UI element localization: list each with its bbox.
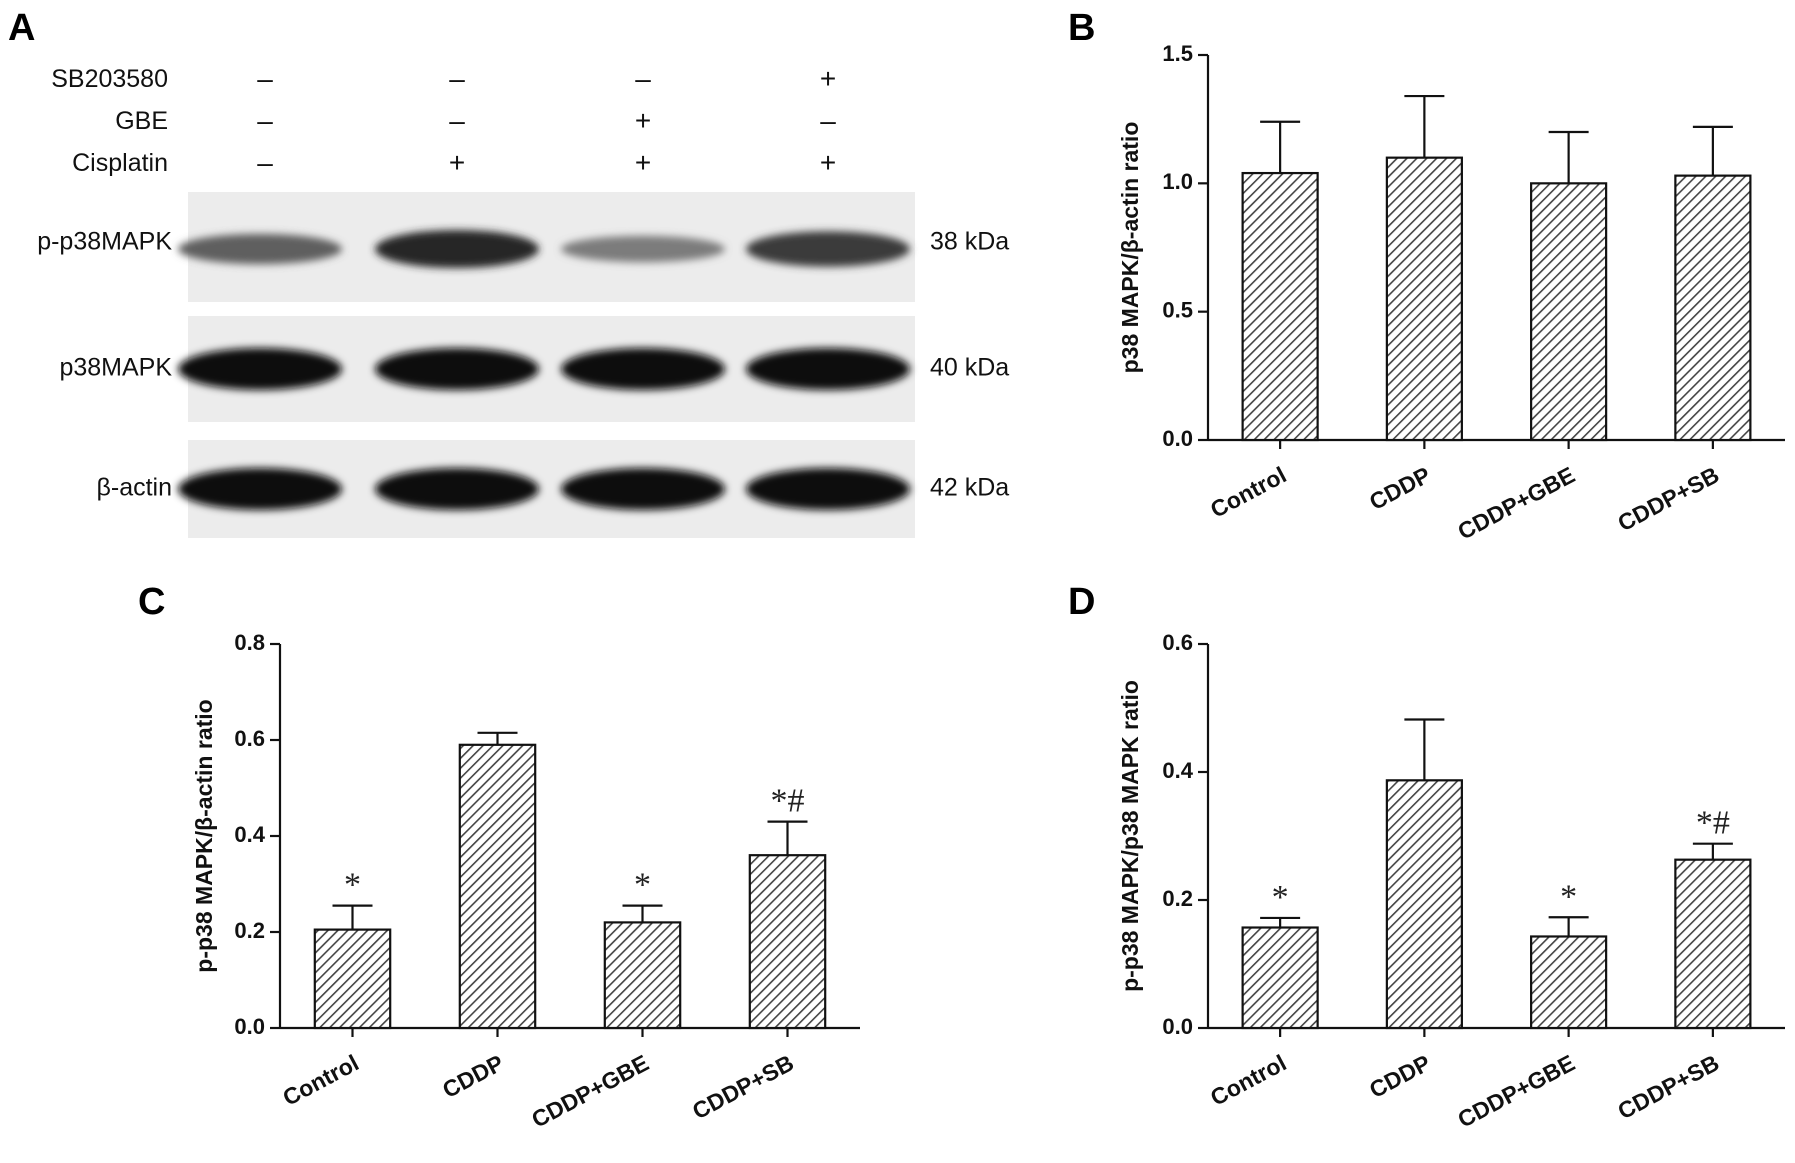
x-tick-label: Control [278, 1049, 362, 1110]
blot-band [746, 231, 910, 267]
bar [1530, 935, 1608, 1030]
x-tick-label: CDDP+GBE [527, 1049, 653, 1132]
y-tick-label: 0.2 [234, 918, 265, 943]
blot-band [178, 233, 342, 265]
x-tick-label: CDDP+SB [1613, 1049, 1723, 1124]
y-tick-label: 0.5 [1162, 297, 1193, 322]
blot-band [375, 229, 539, 269]
blot-strips: p-p38MAPK 38 kDa p38MAPK 40 kDa β-actin 42 kD… [37, 192, 1009, 538]
y-tick-label: 0.6 [234, 726, 265, 751]
condition-sign: – [449, 105, 465, 136]
y-tick-label: 0.2 [1162, 886, 1193, 911]
band-label: β-actin [96, 474, 172, 502]
y-tick-label: 1.5 [1162, 41, 1193, 66]
chart-c: C 0.0 0.2 0.4 0.6 0.8 p-p38 MAPK/β-actin ratio… [138, 581, 860, 1133]
condition-sign: – [820, 105, 836, 136]
x-tick-label: CDDP [438, 1049, 508, 1103]
condition-sign: + [635, 147, 651, 178]
chart-b: B 0.0 0.5 1.0 1.5 p38 MAPK/β-actin ratio Contr… [1068, 7, 1785, 545]
significance-marker: *# [771, 783, 805, 820]
y-axis-label: p-p38 MAPK/p38 MAPK ratio [1117, 680, 1143, 992]
x-tick-label: Control [1206, 461, 1290, 522]
y-tick-label: 0.0 [234, 1014, 265, 1039]
condition-sign: – [635, 63, 651, 94]
blot-band [375, 348, 539, 390]
y-tick-label: 0.6 [1162, 630, 1193, 655]
bar [1385, 156, 1463, 442]
molecular-weight-label: 42 kDa [930, 474, 1009, 502]
condition-sign: – [449, 63, 465, 94]
bar [1241, 926, 1319, 1030]
bar [458, 743, 537, 1030]
blot-band [178, 348, 342, 390]
blot-band [746, 348, 910, 390]
x-tick-label: CDDP+SB [1613, 461, 1723, 536]
bar [1241, 171, 1319, 442]
condition-label: SB203580 [51, 65, 168, 93]
blot-band [375, 468, 539, 510]
bar [748, 854, 827, 1030]
condition-sign: + [820, 63, 836, 94]
panel-letter: D [1068, 581, 1095, 623]
panel-letter: B [1068, 7, 1095, 49]
y-tick-label: 0.4 [234, 822, 265, 847]
blot-band [746, 468, 910, 510]
bar [1674, 174, 1752, 442]
condition-label: GBE [115, 107, 168, 135]
blot-band [178, 468, 342, 510]
blot-strip: p-p38MAPK 38 kDa [37, 192, 1009, 302]
y-tick-label: 0.0 [1162, 1014, 1193, 1039]
x-tick-label: CDDP+GBE [1453, 461, 1579, 544]
panel-letter: C [138, 581, 165, 623]
band-label: p38MAPK [59, 354, 172, 382]
y-tick-label: 0.8 [234, 630, 265, 655]
condition-sign: + [820, 147, 836, 178]
y-tick-label: 0.4 [1162, 758, 1193, 783]
y-tick-label: 0.0 [1162, 426, 1193, 451]
bar [1674, 858, 1752, 1030]
significance-marker: * [1272, 879, 1289, 916]
condition-sign: – [257, 105, 273, 136]
bar [603, 921, 682, 1030]
x-tick-label: CDDP+SB [688, 1049, 798, 1124]
x-tick-label: CDDP [1365, 1049, 1435, 1103]
blot-band [561, 348, 725, 390]
x-tick-label: CDDP [1365, 461, 1435, 515]
blot-band [561, 235, 725, 263]
significance-marker: * [1560, 878, 1577, 915]
band-label: p-p38MAPK [37, 228, 172, 256]
y-axis-label: p38 MAPK/β-actin ratio [1117, 122, 1143, 374]
blot-band [561, 468, 725, 510]
bar [1385, 779, 1463, 1030]
y-tick-label: 1.0 [1162, 169, 1193, 194]
significance-marker: *# [1696, 805, 1730, 842]
condition-sign: + [635, 105, 651, 136]
condition-sign: – [257, 63, 273, 94]
blot-strip: p38MAPK 40 kDa [59, 316, 1009, 422]
significance-marker: * [344, 867, 361, 904]
condition-label: Cisplatin [72, 149, 168, 177]
y-axis-label: p-p38 MAPK/β-actin ratio [191, 699, 217, 972]
blot-strip: β-actin 42 kDa [96, 440, 1009, 538]
panel-a-western-blot: A SB203580 – – – + GBE – – + – Cisplatin – + + + p-p38… [8, 7, 1009, 538]
bar [313, 928, 392, 1030]
condition-sign: + [449, 147, 465, 178]
molecular-weight-label: 38 kDa [930, 228, 1009, 256]
treatment-conditions: SB203580 – – – + GBE – – + – Cisplatin – + + + [51, 63, 836, 178]
bar [1530, 182, 1608, 442]
chart-d: D 0.0 0.2 0.4 0.6 p-p38 MAPK/p38 MAPK ratio * C… [1068, 581, 1785, 1133]
x-tick-label: Control [1206, 1049, 1290, 1110]
molecular-weight-label: 40 kDa [930, 354, 1009, 382]
panel-letter-a: A [8, 7, 35, 49]
significance-marker: * [634, 867, 651, 904]
x-tick-label: CDDP+GBE [1453, 1049, 1579, 1132]
condition-sign: – [257, 147, 273, 178]
